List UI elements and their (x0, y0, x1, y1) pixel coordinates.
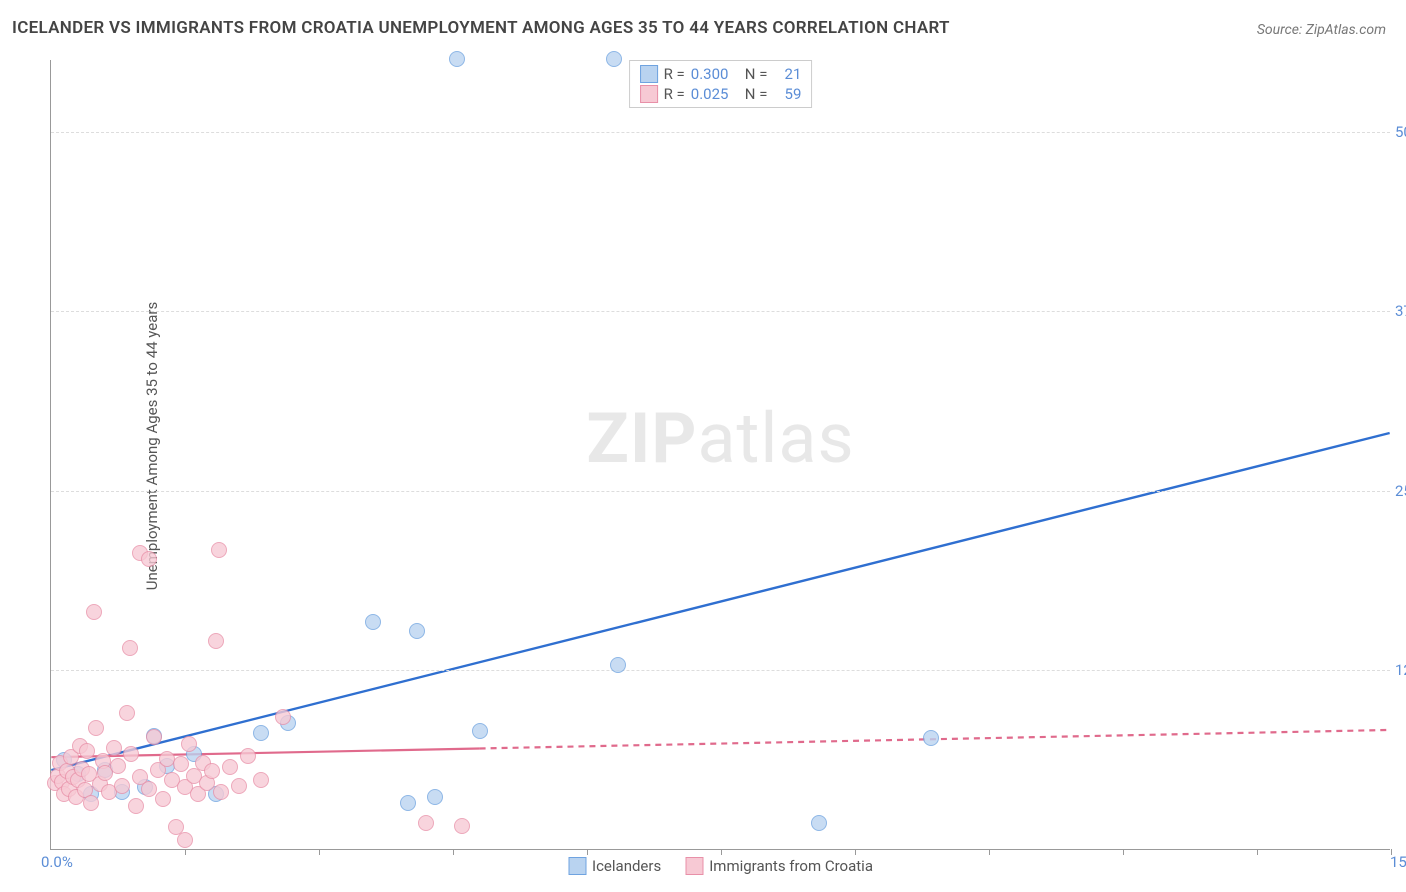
croatia-point (173, 756, 189, 772)
legend-n-value: 59 (773, 85, 801, 103)
legend-label: Icelanders (592, 857, 661, 875)
y-tick-label: 12.5% (1395, 661, 1406, 679)
icelanders-point (409, 623, 425, 639)
legend-series: Icelanders Immigrants from Croatia (568, 857, 873, 875)
watermark: ZIPatlas (586, 398, 854, 480)
croatia-point (114, 778, 130, 794)
croatia-point (88, 720, 104, 736)
croatia-point (146, 729, 162, 745)
croatia-point (240, 748, 256, 764)
croatia-point (418, 815, 434, 831)
croatia-point (177, 832, 193, 848)
x-tick (1257, 849, 1258, 855)
croatia-point (106, 740, 122, 756)
croatia-point (208, 633, 224, 649)
x-axis-end: 15.0% (1390, 853, 1406, 871)
croatia-point (119, 705, 135, 721)
croatia-point (222, 759, 238, 775)
legend-swatch (640, 65, 658, 83)
legend-n-label: N = (745, 85, 768, 103)
icelanders-point (811, 815, 827, 831)
x-tick (587, 849, 588, 855)
croatia-point (181, 736, 197, 752)
x-tick (1391, 849, 1392, 855)
x-axis-start: 0.0% (41, 853, 73, 871)
legend-label: Immigrants from Croatia (709, 857, 873, 875)
chart-title: ICELANDER VS IMMIGRANTS FROM CROATIA UNE… (12, 18, 950, 38)
scatter-plot: ZIPatlas R =0.300N =21R =0.025N =59 Icel… (50, 60, 1390, 850)
y-tick-label: 50.0% (1395, 123, 1406, 141)
x-tick (185, 849, 186, 855)
croatia-point (253, 772, 269, 788)
gridline (51, 491, 1390, 492)
x-tick (989, 849, 990, 855)
legend-r-value: 0.300 (691, 65, 739, 83)
legend-r-label: R = (664, 85, 685, 103)
croatia-point (123, 746, 139, 762)
icelanders-point (400, 795, 416, 811)
legend-row-icelanders: R = 0.300 N = 21 (640, 64, 802, 84)
icelanders-point (472, 723, 488, 739)
gridline (51, 132, 1390, 133)
legend-item-croatia: Immigrants from Croatia (685, 857, 873, 875)
croatia-point (213, 784, 229, 800)
y-tick-label: 37.5% (1395, 302, 1406, 320)
croatia-point (110, 758, 126, 774)
x-tick (855, 849, 856, 855)
gridline (51, 670, 1390, 671)
croatia-point (128, 798, 144, 814)
x-tick (453, 849, 454, 855)
icelanders-point (449, 51, 465, 67)
legend-swatch (568, 857, 586, 875)
croatia-point (211, 542, 227, 558)
legend-n-label: N = (745, 65, 768, 83)
icelanders-point (606, 51, 622, 67)
legend-r-value: 0.025 (691, 85, 739, 103)
y-tick-label: 25.0% (1395, 482, 1406, 500)
croatia-point (86, 604, 102, 620)
legend-item-icelanders: Icelanders (568, 857, 661, 875)
icelanders-point (610, 657, 626, 673)
legend-swatch (640, 85, 658, 103)
croatia-point (79, 743, 95, 759)
gridline (51, 311, 1390, 312)
icelanders-point (253, 725, 269, 741)
croatia-point (83, 795, 99, 811)
x-tick (1123, 849, 1124, 855)
icelanders-point (923, 730, 939, 746)
croatia-point (231, 778, 247, 794)
croatia-point (155, 791, 171, 807)
legend-swatch (685, 857, 703, 875)
legend-r-label: R = (664, 65, 685, 83)
source-label: Source: ZipAtlas.com (1257, 22, 1386, 38)
croatia-point (204, 763, 220, 779)
croatia-point (122, 640, 138, 656)
croatia-point (141, 551, 157, 567)
croatia-point (275, 709, 291, 725)
croatia-point (454, 818, 470, 834)
x-tick (319, 849, 320, 855)
trend-lines (51, 60, 1390, 849)
icelanders-point (427, 789, 443, 805)
icelanders-point (365, 614, 381, 630)
x-tick (721, 849, 722, 855)
legend-correlation: R = 0.300 N = 21 R = 0.025 N = 59 (629, 60, 813, 108)
legend-n-value: 21 (773, 65, 801, 83)
legend-row-croatia: R = 0.025 N = 59 (640, 84, 802, 104)
